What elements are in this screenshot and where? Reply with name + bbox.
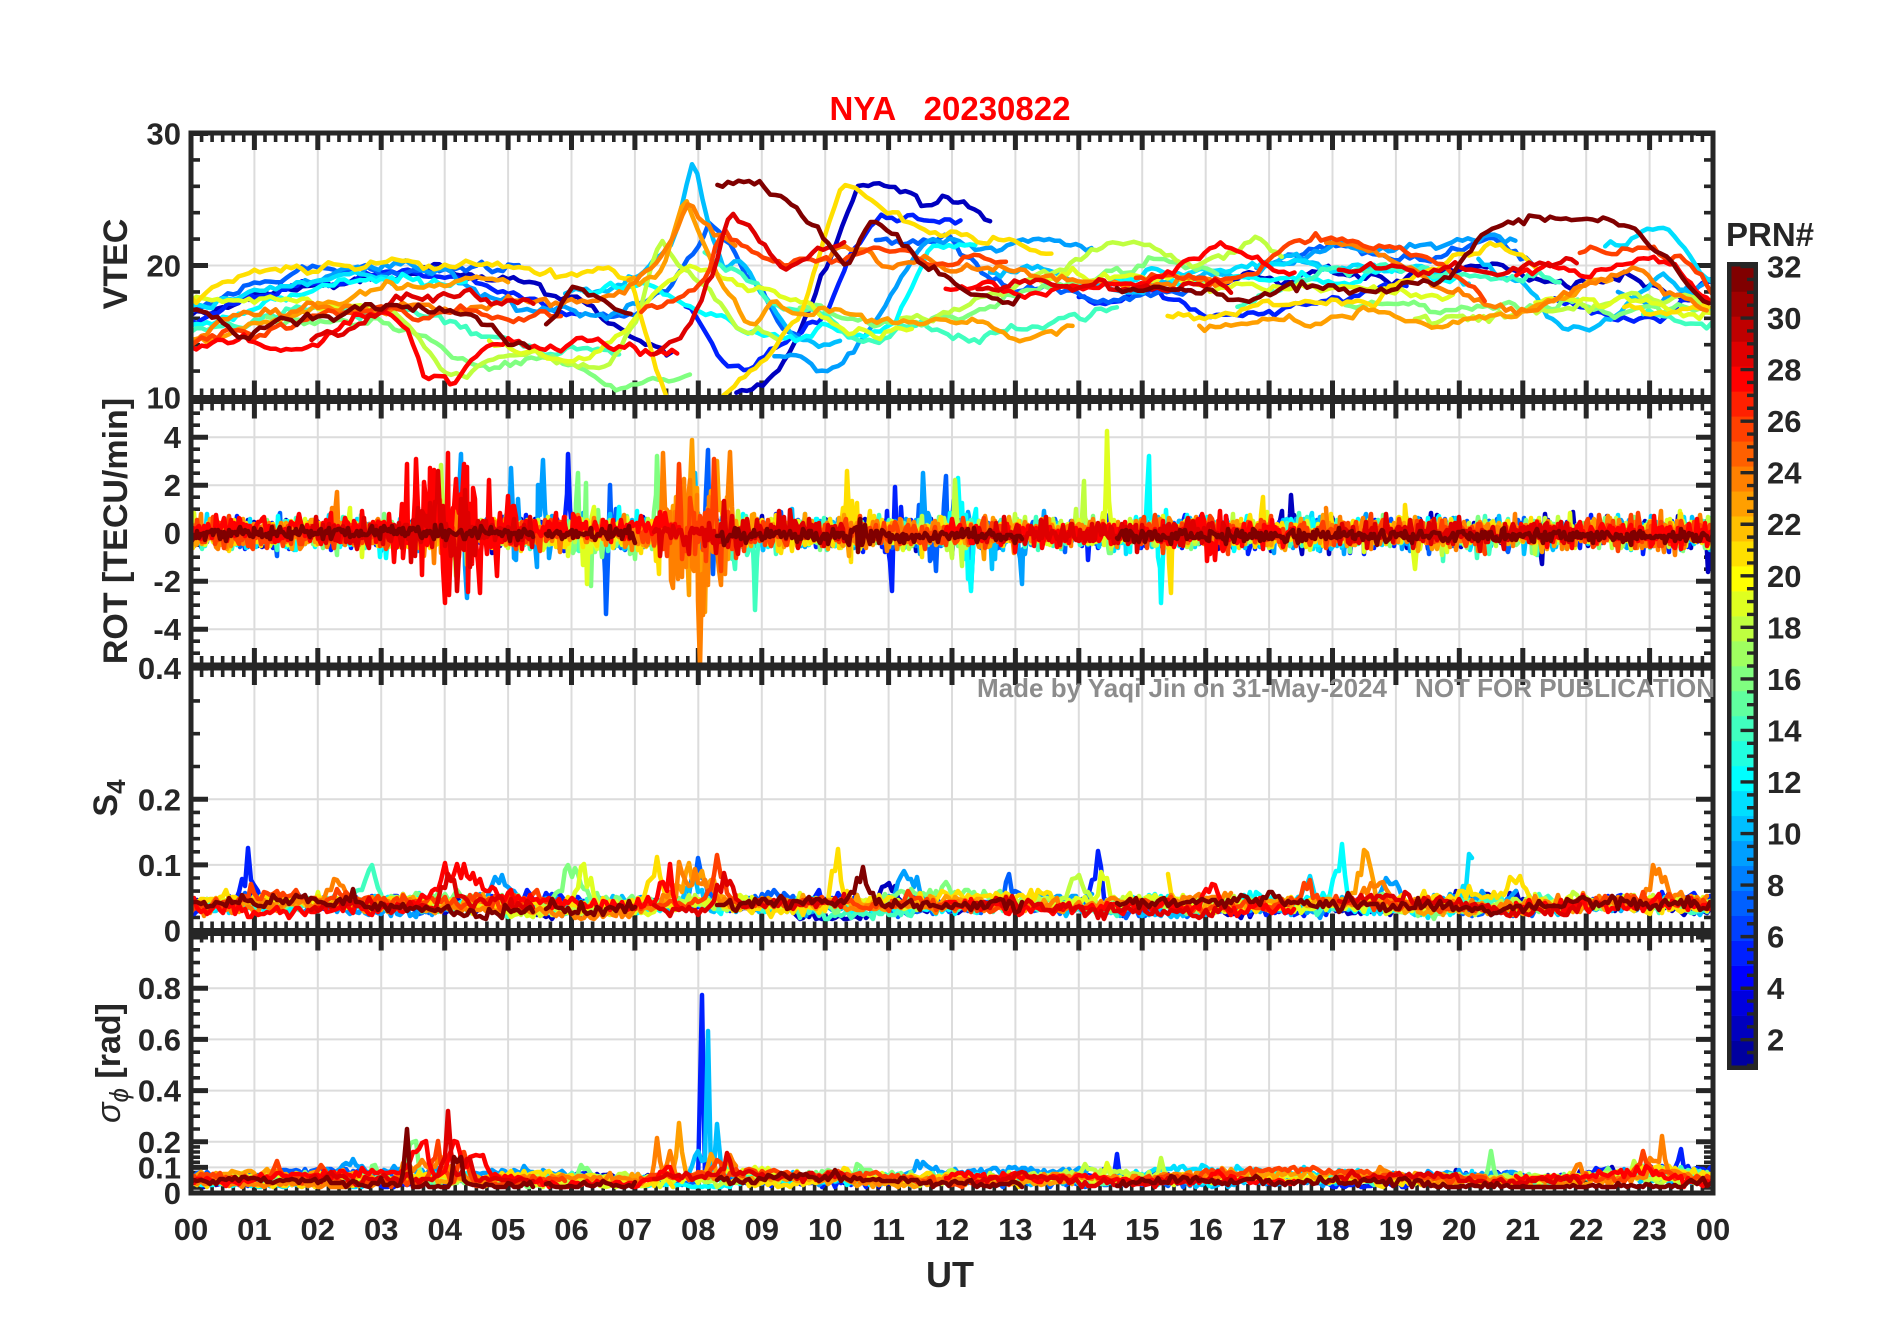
svg-text:18: 18 (1767, 610, 1801, 645)
svg-text:17: 17 (1252, 1212, 1286, 1247)
svg-text:09: 09 (745, 1212, 779, 1247)
svg-text:0.1: 0.1 (138, 848, 181, 883)
svg-text:16: 16 (1188, 1212, 1222, 1247)
svg-text:4: 4 (1767, 971, 1785, 1006)
svg-text:0.8: 0.8 (138, 971, 181, 1006)
svg-text:19: 19 (1379, 1212, 1413, 1247)
svg-text:30: 30 (1767, 301, 1801, 336)
svg-text:Made by Yaqi Jin on 31-May-202: Made by Yaqi Jin on 31-May-2024 (977, 673, 1387, 703)
svg-text:8: 8 (1767, 868, 1784, 903)
svg-text:-2: -2 (153, 564, 181, 599)
svg-text:-4: -4 (153, 612, 181, 647)
svg-text:20: 20 (147, 249, 181, 284)
svg-text:23: 23 (1632, 1212, 1666, 1247)
svg-text:13: 13 (998, 1212, 1032, 1247)
svg-text:0.4: 0.4 (138, 651, 182, 686)
svg-text:22: 22 (1767, 507, 1801, 542)
svg-text:08: 08 (681, 1212, 715, 1247)
svg-text:20: 20 (1442, 1212, 1476, 1247)
svg-text:11: 11 (872, 1212, 905, 1247)
svg-text:PRN#: PRN# (1726, 216, 1814, 253)
svg-text:12: 12 (935, 1212, 969, 1247)
svg-text:00: 00 (1696, 1212, 1730, 1247)
svg-text:05: 05 (491, 1212, 525, 1247)
svg-text:2: 2 (1767, 1023, 1784, 1058)
svg-text:NYA 20230822: NYA 20230822 (830, 90, 1071, 127)
svg-text:28: 28 (1767, 353, 1801, 388)
svg-text:14: 14 (1062, 1212, 1097, 1247)
svg-text:02: 02 (301, 1212, 335, 1247)
svg-text:0.4: 0.4 (138, 1074, 182, 1109)
svg-text:0: 0 (164, 516, 181, 551)
svg-text:26: 26 (1767, 404, 1801, 439)
svg-text:24: 24 (1767, 456, 1802, 491)
svg-text:30: 30 (147, 117, 181, 152)
svg-text:20: 20 (1767, 559, 1801, 594)
svg-text:04: 04 (427, 1212, 462, 1247)
svg-text:0.6: 0.6 (138, 1022, 181, 1057)
svg-text:15: 15 (1125, 1212, 1159, 1247)
svg-text:0.1: 0.1 (138, 1150, 181, 1185)
svg-text:2: 2 (164, 468, 181, 503)
svg-text:0: 0 (164, 914, 181, 949)
svg-text:0.2: 0.2 (138, 1125, 181, 1160)
svg-text:32: 32 (1767, 250, 1801, 285)
svg-text:6: 6 (1767, 920, 1784, 955)
svg-text:12: 12 (1767, 765, 1801, 800)
svg-text:10: 10 (147, 381, 181, 416)
svg-text:0.2: 0.2 (138, 782, 181, 817)
svg-text:4: 4 (164, 420, 182, 455)
svg-text:07: 07 (618, 1212, 652, 1247)
svg-text:UT: UT (926, 1254, 974, 1295)
svg-text:14: 14 (1767, 713, 1802, 748)
svg-text:16: 16 (1767, 662, 1801, 697)
svg-text:σϕ [rad]: σϕ [rad] (90, 1003, 134, 1123)
svg-text:21: 21 (1506, 1212, 1540, 1247)
svg-text:0: 0 (164, 1176, 181, 1211)
svg-text:VTEC: VTEC (97, 219, 135, 310)
svg-text:03: 03 (364, 1212, 398, 1247)
svg-text:18: 18 (1315, 1212, 1349, 1247)
svg-text:NOT FOR PUBLICATION: NOT FOR PUBLICATION (1415, 673, 1715, 703)
svg-text:01: 01 (237, 1212, 271, 1247)
svg-text:22: 22 (1569, 1212, 1603, 1247)
svg-text:ROT [TECU/min]: ROT [TECU/min] (97, 398, 135, 664)
svg-text:10: 10 (808, 1212, 842, 1247)
svg-text:10: 10 (1767, 817, 1801, 852)
svg-text:00: 00 (174, 1212, 208, 1247)
svg-text:06: 06 (554, 1212, 588, 1247)
